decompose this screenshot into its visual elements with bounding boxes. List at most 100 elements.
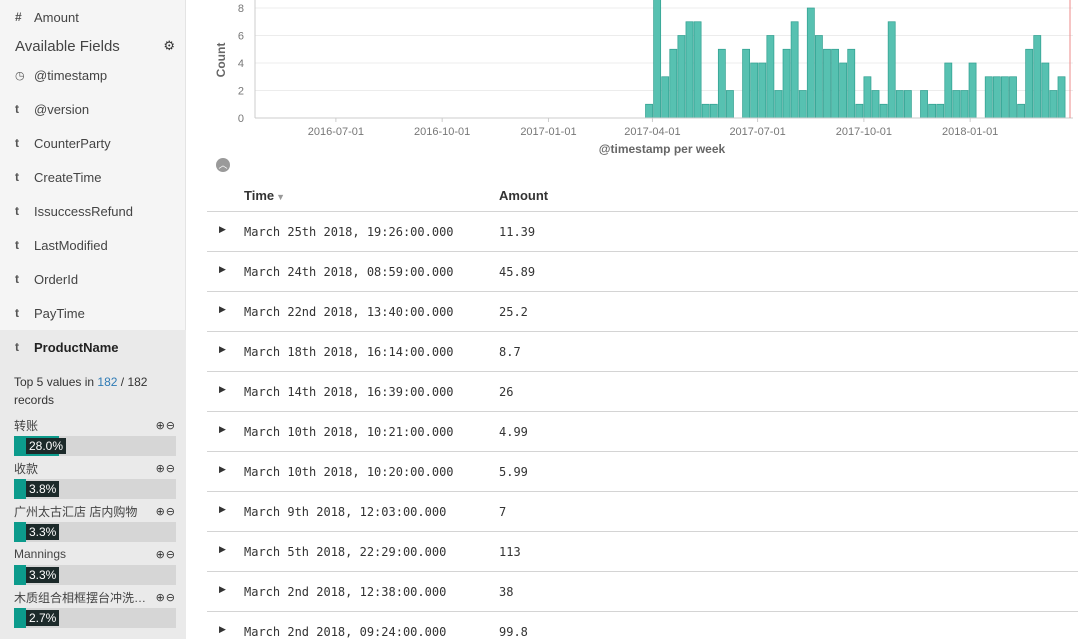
top-value-item: 收款 ⊕⊖ 3.8% [14, 460, 176, 499]
expand-row-icon[interactable]: ▶ [219, 225, 226, 235]
zoom-out-filter-icon[interactable]: ⊖ [165, 548, 176, 561]
zoom-out-filter-icon[interactable]: ⊖ [165, 419, 176, 432]
expand-row-icon[interactable]: ▶ [219, 385, 226, 395]
histogram-bar [774, 90, 783, 119]
table-row[interactable]: ▶ March 2nd 2018, 12:38:00.000 38 [207, 572, 1078, 612]
field-orderid[interactable]: t OrderId [0, 262, 186, 296]
histogram-bar [1001, 76, 1009, 119]
histogram-bar [815, 35, 823, 119]
cell-time: March 10th 2018, 10:21:00.000 [244, 425, 454, 439]
zoom-in-filter-icon[interactable]: ⊕ [155, 462, 166, 475]
filter-icons: ⊕⊖ [156, 462, 176, 475]
zoom-out-filter-icon[interactable]: ⊖ [165, 591, 176, 604]
histogram-bar [879, 103, 888, 119]
histogram-bar [742, 48, 751, 119]
available-fields-title: Available Fields [15, 37, 120, 55]
cell-amount: 26 [499, 385, 514, 399]
x-tick-label: 2017-01-01 [520, 126, 576, 138]
top-value-item: Mannings ⊕⊖ 3.3% [14, 546, 176, 585]
top-value-label: 收款 [14, 461, 39, 476]
gear-icon[interactable]: ⚙ [163, 38, 175, 53]
expand-row-icon[interactable]: ▶ [219, 265, 226, 275]
summary-separator: / [117, 375, 128, 389]
field-paytime[interactable]: t PayTime [0, 296, 186, 330]
cell-time: March 10th 2018, 10:20:00.000 [244, 465, 454, 479]
field-productname[interactable]: t ProductName [0, 330, 186, 364]
table-row[interactable]: ▶ March 25th 2018, 19:26:00.000 11.39 [207, 212, 1078, 252]
expand-row-icon[interactable]: ▶ [219, 625, 226, 635]
zoom-in-filter-icon[interactable]: ⊕ [155, 548, 166, 561]
histogram-bar [669, 48, 678, 119]
collapse-chart-button[interactable]: ︿ [216, 158, 230, 172]
field-createtime[interactable]: t CreateTime [0, 160, 186, 194]
histogram-bar [968, 62, 977, 119]
table-row[interactable]: ▶ March 14th 2018, 16:39:00.000 26 [207, 372, 1078, 412]
histogram-bar [645, 103, 653, 119]
expand-row-icon[interactable]: ▶ [219, 585, 226, 595]
field-name: LastModified [34, 237, 108, 253]
table-row[interactable]: ▶ March 5th 2018, 22:29:00.000 113 [207, 532, 1078, 572]
histogram-bar [709, 103, 718, 119]
field-name: CreateTime [34, 169, 102, 185]
field-timestamp[interactable]: ◷ @timestamp [0, 58, 186, 92]
top-value-bar-fill [14, 608, 26, 628]
y-tick-label: 4 [238, 58, 244, 70]
zoom-in-filter-icon[interactable]: ⊕ [155, 419, 166, 432]
selected-field-amount[interactable]: # Amount [0, 0, 186, 34]
sort-desc-icon[interactable]: ▼ [276, 192, 286, 202]
histogram-bar [806, 7, 815, 119]
expand-row-icon[interactable]: ▶ [219, 305, 226, 315]
zoom-in-filter-icon[interactable]: ⊕ [155, 505, 166, 518]
histogram-bar [928, 103, 937, 119]
table-row[interactable]: ▶ March 10th 2018, 10:21:00.000 4.99 [207, 412, 1078, 452]
histogram-bar [952, 90, 961, 119]
cell-amount: 5.99 [499, 465, 528, 479]
field-name: Amount [34, 9, 79, 25]
top-value-percent: 3.3% [26, 524, 60, 540]
field-issuccessrefund[interactable]: t IssuccessRefund [0, 194, 186, 228]
histogram-bar [750, 62, 759, 119]
table-row[interactable]: ▶ March 10th 2018, 10:20:00.000 5.99 [207, 452, 1078, 492]
table-row[interactable]: ▶ March 2nd 2018, 09:24:00.000 99.8 [207, 612, 1078, 639]
column-header-amount[interactable]: Amount [499, 188, 549, 203]
cell-time: March 22nd 2018, 13:40:00.000 [244, 305, 454, 319]
expand-row-icon[interactable]: ▶ [219, 465, 226, 475]
field-lastmodified[interactable]: t LastModified [0, 228, 186, 262]
zoom-out-filter-icon[interactable]: ⊖ [165, 505, 176, 518]
field-name: OrderId [34, 271, 79, 287]
field-name: @version [34, 101, 90, 117]
string-type-icon: t [15, 170, 19, 184]
histogram-bar [701, 103, 710, 119]
top-value-label: Mannings [14, 547, 67, 561]
top-value-item: 木质组合相框摆台冲洗… ⊕⊖ 2.7% [14, 589, 176, 628]
top-value-bar: 28.0% [14, 436, 176, 456]
histogram-bar [895, 90, 904, 119]
expand-row-icon[interactable]: ▶ [219, 345, 226, 355]
cell-amount: 99.8 [499, 625, 528, 639]
expand-row-icon[interactable]: ▶ [219, 425, 226, 435]
summary-suffix: records [14, 393, 55, 407]
field-name: PayTime [34, 305, 85, 321]
field-version[interactable]: t @version [0, 92, 186, 126]
table-row[interactable]: ▶ March 18th 2018, 16:14:00.000 8.7 [207, 332, 1078, 372]
table-row[interactable]: ▶ March 9th 2018, 12:03:00.000 7 [207, 492, 1078, 532]
filter-icons: ⊕⊖ [156, 548, 176, 561]
field-name: CounterParty [34, 135, 111, 151]
histogram-bar [1041, 62, 1050, 119]
top-value-bar-fill [14, 565, 26, 585]
visible-count-link[interactable]: 182 [97, 375, 118, 389]
zoom-out-filter-icon[interactable]: ⊖ [165, 462, 176, 475]
cell-amount: 7 [499, 505, 507, 519]
string-type-icon: t [15, 238, 19, 252]
field-counterparty[interactable]: t CounterParty [0, 126, 186, 160]
column-header-time[interactable]: Time ▼ [244, 188, 285, 203]
zoom-in-filter-icon[interactable]: ⊕ [155, 591, 166, 604]
table-row[interactable]: ▶ March 24th 2018, 08:59:00.000 45.89 [207, 252, 1078, 292]
expand-row-icon[interactable]: ▶ [219, 545, 226, 555]
histogram-bar [717, 48, 726, 119]
expand-row-icon[interactable]: ▶ [219, 505, 226, 515]
y-tick-label: 2 [238, 86, 244, 98]
top-value-bar-fill [14, 479, 26, 499]
histogram-bar [887, 21, 896, 119]
table-row[interactable]: ▶ March 22nd 2018, 13:40:00.000 25.2 [207, 292, 1078, 332]
